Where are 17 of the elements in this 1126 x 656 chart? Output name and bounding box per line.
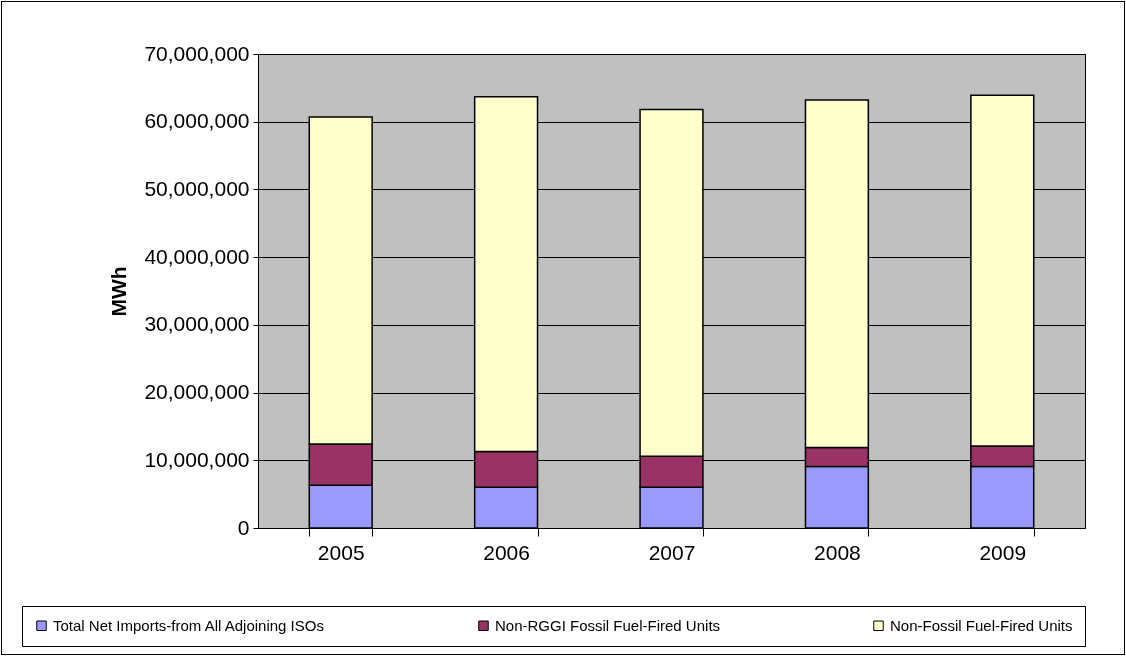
y-tick-label: 30,000,000 [144,312,250,336]
y-axis-title: MWh [107,266,131,317]
x-tick-label: 2007 [648,540,696,564]
y-tick-label: 40,000,000 [144,244,250,268]
y-tick-label: 0 [237,515,250,539]
x-tick-label: 2009 [979,540,1027,564]
y-tick-label: 50,000,000 [144,176,250,200]
x-tick-label: 2006 [483,540,530,564]
x-tick-label: 2008 [814,540,861,564]
x-tick-label: 2005 [317,540,365,564]
y-tick-label: 70,000,000 [144,41,250,65]
legend-label: Non-RGGI Fossil Fuel-Fired Units [495,616,721,634]
y-tick-label: 20,000,000 [144,380,250,404]
legend-label: Non-Fossil Fuel-Fired Units [890,616,1073,634]
legend-label: Total Net Imports-from All Adjoining ISOs [53,616,324,634]
y-tick-label: 10,000,000 [144,447,250,471]
y-tick-label: 60,000,000 [144,109,250,133]
